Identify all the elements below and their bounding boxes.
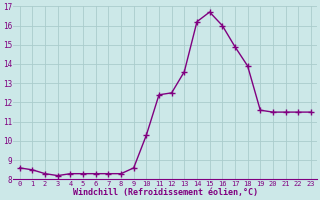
X-axis label: Windchill (Refroidissement éolien,°C): Windchill (Refroidissement éolien,°C) xyxy=(73,188,258,197)
